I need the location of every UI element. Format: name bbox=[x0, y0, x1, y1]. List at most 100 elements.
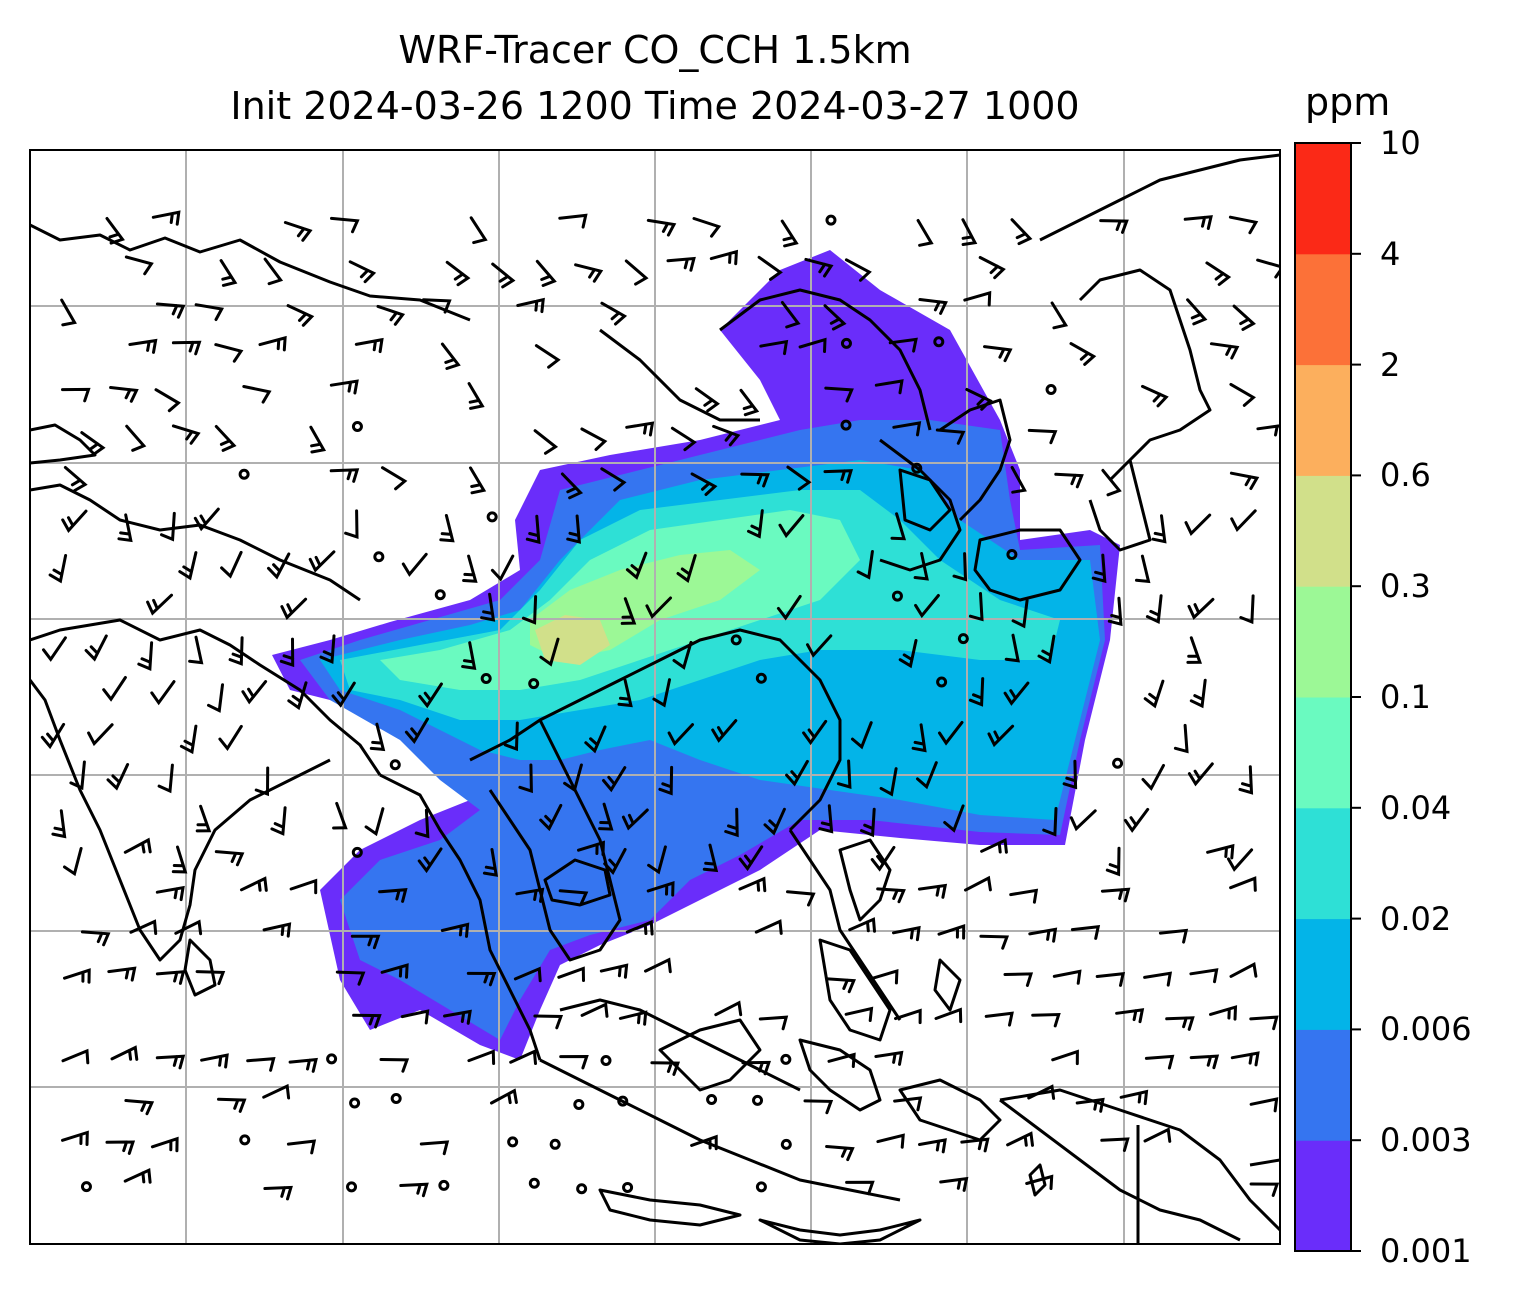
calm-wind-marker bbox=[706, 1093, 718, 1105]
wind-barb bbox=[1025, 1174, 1054, 1190]
colorbar-frame bbox=[1294, 142, 1352, 1252]
wind-barb bbox=[916, 219, 934, 247]
wind-barb bbox=[798, 337, 827, 353]
wind-barb bbox=[1051, 1049, 1079, 1066]
wind-barb bbox=[918, 298, 948, 315]
wind-barb bbox=[827, 1052, 856, 1068]
wind-barb bbox=[894, 1008, 922, 1025]
calm-wind-marker bbox=[573, 1098, 585, 1110]
wind-barb bbox=[283, 221, 313, 242]
wind-barb bbox=[1230, 1051, 1260, 1067]
wind-barb bbox=[378, 888, 408, 903]
wind-barb bbox=[1256, 424, 1280, 438]
wind-barb bbox=[1095, 971, 1126, 987]
wind-barb bbox=[124, 255, 154, 276]
calm-wind-marker bbox=[373, 551, 385, 563]
wind-barb bbox=[137, 641, 154, 672]
colorbar-segment bbox=[1295, 586, 1351, 698]
wind-barb bbox=[539, 803, 563, 832]
colorbar-unit-label: ppm bbox=[1305, 80, 1391, 124]
calm-wind-marker bbox=[1045, 384, 1057, 396]
wind-barb bbox=[516, 297, 545, 314]
wind-barb bbox=[580, 1002, 609, 1018]
wind-barb bbox=[40, 722, 66, 750]
wind-barb bbox=[785, 759, 809, 787]
wind-barb bbox=[1187, 762, 1214, 787]
wind-barb bbox=[417, 847, 443, 874]
wind-barb bbox=[1228, 215, 1259, 235]
calm-wind-marker bbox=[349, 1097, 361, 1109]
wind-barb bbox=[759, 339, 789, 356]
wind-barb bbox=[534, 344, 561, 369]
wind-barb bbox=[558, 213, 588, 229]
wind-barb bbox=[1070, 924, 1101, 940]
wind-barb bbox=[439, 514, 455, 543]
wind-barb bbox=[262, 922, 292, 938]
wind-barb bbox=[836, 759, 852, 790]
colorbar-tick-label: 0.006 bbox=[1380, 1010, 1472, 1049]
wind-barb bbox=[194, 303, 225, 321]
wind-barb bbox=[844, 1006, 874, 1022]
calm-wind-marker bbox=[351, 846, 363, 858]
wind-barb bbox=[440, 342, 461, 370]
wind-barb bbox=[666, 256, 696, 272]
wind-barb bbox=[443, 1009, 472, 1025]
wind-barb bbox=[1189, 968, 1219, 984]
wind-barb bbox=[87, 723, 114, 747]
wind-barb bbox=[646, 218, 677, 237]
wind-barb bbox=[1184, 513, 1212, 536]
wind-barb bbox=[559, 1054, 589, 1070]
calm-wind-marker bbox=[780, 1053, 792, 1065]
wind-barb bbox=[171, 340, 202, 356]
calm-wind-marker bbox=[755, 672, 767, 684]
wind-barb bbox=[560, 472, 584, 500]
colorbar-tick-label: 0.6 bbox=[1380, 456, 1431, 495]
wind-barb bbox=[51, 809, 67, 839]
wind-barb bbox=[241, 680, 268, 705]
wind-barb bbox=[566, 514, 581, 544]
wind-barb bbox=[692, 217, 722, 238]
wind-barb bbox=[754, 919, 783, 935]
wind-barb bbox=[309, 425, 327, 454]
wind-barb bbox=[110, 1045, 139, 1061]
wind-barb bbox=[1010, 465, 1027, 494]
wind-barb bbox=[1003, 681, 1030, 706]
wind-barb bbox=[961, 218, 978, 246]
wind-barb bbox=[288, 1057, 318, 1073]
wind-barb bbox=[105, 1140, 136, 1155]
wind-barb bbox=[515, 887, 545, 903]
wind-barb bbox=[414, 808, 430, 839]
wind-barb bbox=[1209, 1005, 1238, 1021]
wind-barb bbox=[1226, 848, 1254, 872]
calm-wind-marker bbox=[238, 468, 250, 480]
wind-barb bbox=[155, 885, 185, 902]
wind-barb bbox=[207, 683, 224, 713]
wind-barb bbox=[1004, 633, 1020, 663]
calm-wind-marker bbox=[438, 1179, 450, 1191]
wind-barb bbox=[979, 934, 1010, 950]
wind-barb bbox=[48, 554, 68, 584]
wind-barb bbox=[1186, 636, 1203, 664]
wind-barb bbox=[399, 1182, 429, 1198]
tracer-plume bbox=[272, 250, 1120, 1060]
wind-barb bbox=[1189, 1054, 1220, 1070]
wind-barb bbox=[738, 845, 764, 872]
colorbar-segment bbox=[1295, 143, 1351, 255]
wind-barb bbox=[331, 681, 356, 708]
calm-wind-marker bbox=[389, 759, 401, 771]
calm-wind-marker bbox=[549, 1138, 561, 1150]
wind-barb bbox=[1011, 598, 1029, 629]
wind-barb bbox=[890, 512, 907, 541]
wind-barb bbox=[1189, 678, 1207, 709]
colorbar-segment bbox=[1295, 475, 1351, 587]
wind-barb bbox=[645, 596, 672, 620]
wind-barb bbox=[758, 1015, 789, 1031]
wind-barb bbox=[709, 249, 739, 266]
wind-barb bbox=[937, 924, 966, 940]
wind-barb bbox=[690, 472, 718, 496]
calm-wind-marker bbox=[840, 337, 852, 349]
calm-wind-marker bbox=[755, 1181, 767, 1193]
calm-wind-marker bbox=[486, 511, 498, 523]
wind-barb bbox=[193, 507, 220, 532]
